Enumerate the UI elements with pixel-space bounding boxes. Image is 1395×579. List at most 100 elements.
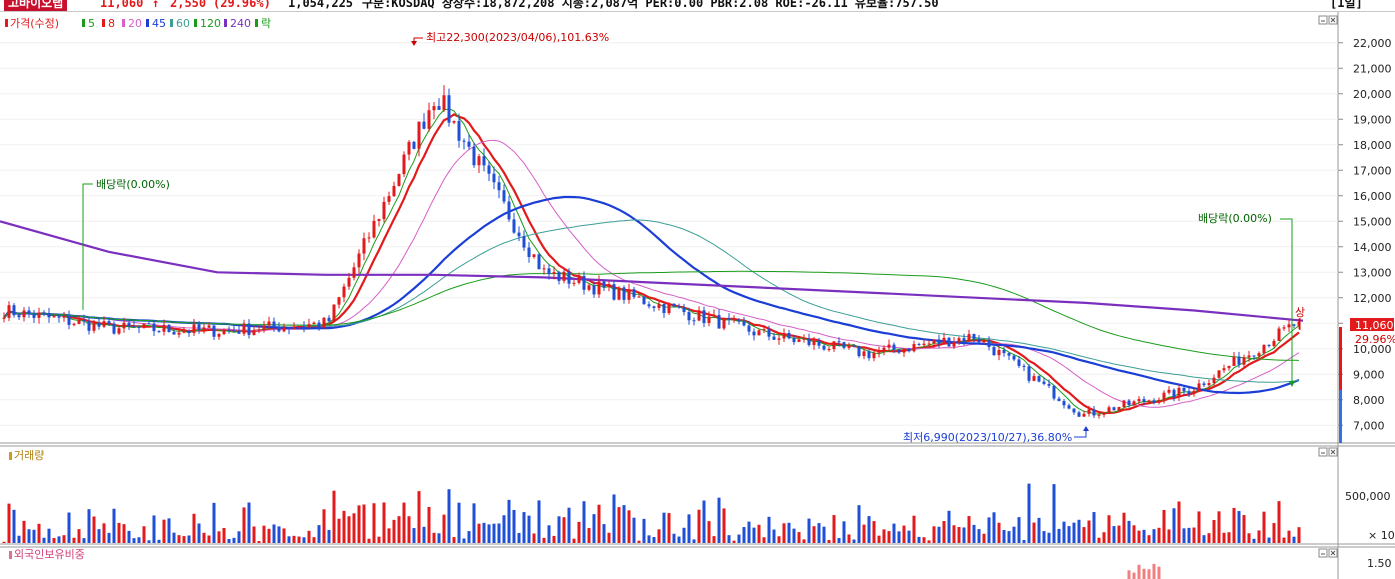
candle-body: [27, 310, 31, 315]
candle-body: [967, 334, 971, 342]
candle-body: [267, 321, 271, 326]
volume-bar: [1247, 533, 1251, 543]
candle-body: [367, 237, 371, 239]
volume-bar: [347, 516, 351, 543]
volume-bar: [392, 519, 396, 543]
candle-body: [357, 253, 361, 268]
volume-bar: [1062, 521, 1066, 543]
candle-body: [1027, 366, 1031, 381]
candle-body: [1137, 399, 1141, 402]
candle-body: [432, 106, 436, 111]
candle-body: [622, 287, 626, 300]
candle-body: [832, 341, 836, 350]
candle-body: [837, 341, 841, 343]
volume-bar: [1007, 531, 1011, 543]
volume-bar: [1282, 537, 1286, 543]
candle-body: [492, 173, 496, 183]
low-annotation: 최저6,990(2023/10/27),36.80%: [903, 426, 1089, 444]
candle-body: [1042, 381, 1046, 384]
period-selector[interactable]: [1일]: [1330, 0, 1363, 10]
foreign-bar: [1137, 564, 1141, 579]
ma-line: [3, 113, 1300, 415]
volume-bar: [527, 515, 531, 543]
candle-body: [1152, 400, 1156, 403]
candle-body: [962, 338, 966, 342]
candle-body: [737, 319, 741, 322]
volume-bar: [467, 531, 471, 543]
candle-body: [1122, 400, 1126, 408]
candle-body: [1052, 385, 1056, 399]
candle-body: [542, 268, 546, 270]
volume-bar: [547, 525, 551, 543]
volume-bar: [1082, 527, 1086, 543]
candle-body: [812, 340, 816, 345]
volume-bar: [932, 526, 936, 543]
candle-body: [672, 303, 676, 307]
foreign-ownership-bars: [1127, 563, 1161, 579]
y-tick-label: 21,000: [1353, 62, 1392, 75]
volume-bar: [682, 527, 686, 543]
volume-bar: [82, 538, 86, 543]
candle-body: [592, 285, 596, 295]
volume-bar: [212, 502, 216, 543]
volume-bar: [412, 528, 416, 543]
candle-body: [467, 141, 471, 147]
candle-body: [157, 331, 161, 333]
candle-body: [1082, 413, 1086, 417]
volume-bar: [902, 525, 906, 543]
candle-body: [32, 314, 36, 318]
candle-body: [452, 120, 456, 123]
candle-body: [942, 337, 946, 344]
volume-bar: [92, 516, 96, 543]
y-tick-label: 10,000: [1353, 343, 1392, 356]
volume-bar: [232, 537, 236, 543]
volume-bar: [447, 489, 451, 543]
candle-body: [882, 347, 886, 352]
volume-bar: [2, 541, 6, 543]
volume-bar: [737, 534, 741, 543]
volume-bar: [1292, 536, 1296, 543]
candle-body: [257, 330, 261, 332]
volume-bar: [812, 526, 816, 543]
volume-bar: [122, 524, 126, 543]
candle-body: [932, 339, 936, 344]
volume-bar: [292, 535, 296, 543]
candle-body: [692, 320, 696, 322]
volume-bar: [647, 535, 651, 543]
candle-body: [317, 322, 321, 328]
volume-bar: [222, 527, 226, 543]
candle-body: [387, 196, 391, 202]
volume-bar: [1087, 520, 1091, 543]
volume-bar: [142, 526, 146, 543]
volume-bar: [217, 531, 221, 543]
volume-bar: [1072, 522, 1076, 543]
candle-body: [12, 305, 16, 316]
candle-body: [752, 331, 756, 336]
volume-bar: [77, 529, 81, 543]
candle-body: [1012, 355, 1016, 360]
candle-body: [487, 165, 491, 174]
candle-body: [1162, 392, 1166, 400]
volume-bar: [847, 534, 851, 543]
candle-body: [582, 275, 586, 290]
volume-bar: [67, 512, 71, 543]
volume-bar: [62, 535, 66, 543]
volume-bar: [317, 525, 321, 543]
volume-bar: [97, 529, 101, 543]
candle-body: [352, 267, 356, 278]
volume-bar: [742, 527, 746, 543]
volume-bar: [1267, 537, 1271, 543]
candle-body: [242, 323, 246, 334]
volume-bar: [157, 539, 161, 543]
candle-body: [572, 282, 576, 284]
volume-bar: [807, 518, 811, 543]
volume-bar: [352, 513, 356, 543]
volume-bar: [27, 529, 31, 543]
candle-body: [887, 344, 891, 348]
volume-bar: [562, 517, 566, 543]
candle-body: [637, 296, 641, 298]
candle-body: [677, 306, 681, 308]
candle-body: [147, 323, 151, 325]
candle-body: [447, 95, 451, 123]
candle-body: [1107, 407, 1111, 414]
